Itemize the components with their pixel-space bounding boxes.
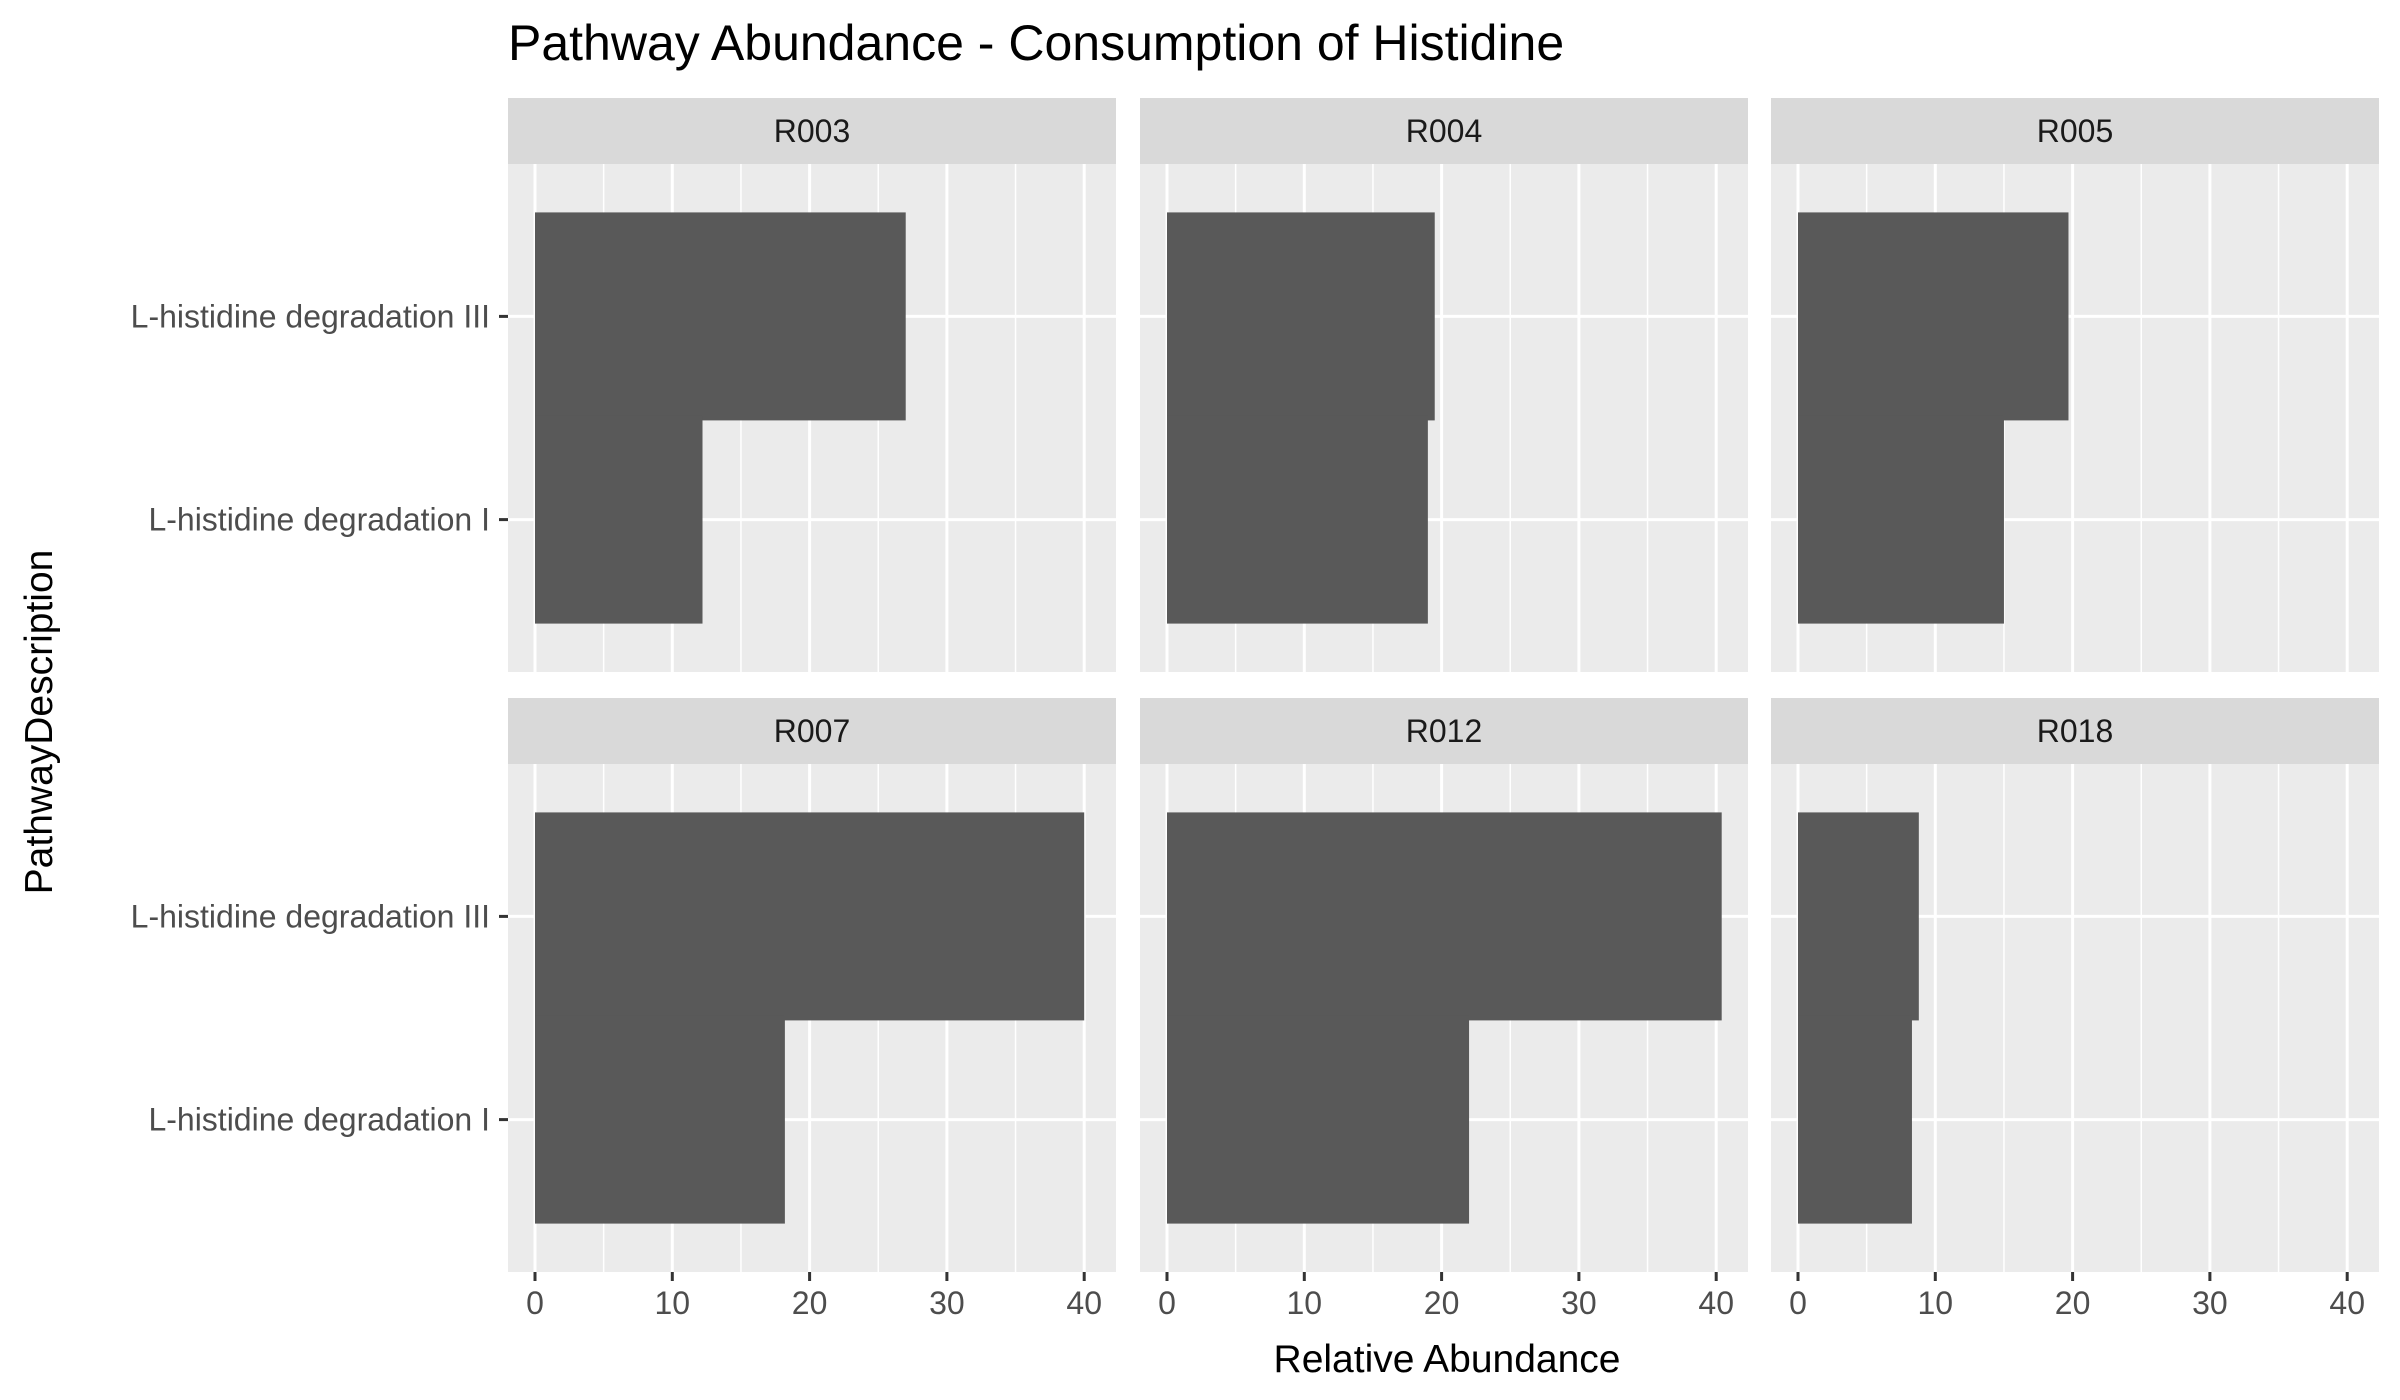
bar-r004-degradation-iii	[1167, 212, 1435, 421]
x-tick-label: 20	[1424, 1285, 1460, 1321]
bar-r003-degradation-i	[535, 415, 703, 624]
x-tick-label: 10	[655, 1285, 691, 1321]
y-tick-label: L-histidine degradation I	[148, 502, 490, 538]
facet-label-r012: R012	[1406, 713, 1483, 749]
y-tick-label: L-histidine degradation III	[131, 898, 490, 934]
facet-panels: R003 L-histidine degradation III L-histidi…	[131, 98, 2379, 1321]
x-tick-label: 0	[1789, 1285, 1807, 1321]
bar-r005-degradation-i	[1798, 415, 2004, 624]
facet-strip-r007	[508, 698, 1116, 764]
chart-title: Pathway Abundance - Consumption of Histi…	[508, 15, 1564, 71]
facet-label-r007: R007	[774, 713, 851, 749]
bar-r018-degradation-iii	[1798, 812, 1919, 1021]
x-axis-title: Relative Abundance	[1274, 1338, 1621, 1381]
y-axis-title: PathwayDescription	[18, 550, 61, 895]
facet-label-r018: R018	[2037, 713, 2114, 749]
bar-r012-degradation-i	[1167, 1015, 1470, 1224]
bar-r003-degradation-iii	[535, 212, 906, 421]
bar-r007-degradation-i	[535, 1015, 785, 1224]
x-tick-label: 20	[2055, 1285, 2091, 1321]
x-tick-label: 10	[1287, 1285, 1323, 1321]
y-tick-label: L-histidine degradation III	[131, 298, 490, 334]
x-tick-label: 30	[1561, 1285, 1597, 1321]
facet-strip-r012	[1140, 698, 1748, 764]
x-tick-label: 20	[792, 1285, 828, 1321]
x-tick-label: 30	[929, 1285, 965, 1321]
x-tick-label: 30	[2192, 1285, 2228, 1321]
facet-label-r004: R004	[1406, 113, 1483, 149]
bar-r012-degradation-iii	[1167, 812, 1722, 1021]
x-tick-label: 40	[1066, 1285, 1102, 1321]
y-tick-label: L-histidine degradation I	[148, 1102, 490, 1138]
facet-strip-r004	[1140, 98, 1748, 164]
x-tick-label: 40	[1698, 1285, 1734, 1321]
x-tick-label: 40	[2329, 1285, 2365, 1321]
bar-r007-degradation-iii	[535, 812, 1085, 1021]
x-tick-label: 0	[526, 1285, 544, 1321]
facet-strip-r003	[508, 98, 1116, 164]
facet-label-r003: R003	[774, 113, 851, 149]
facet-strip-r018	[1771, 698, 2379, 764]
bar-r018-degradation-i	[1798, 1015, 1912, 1224]
bar-r004-degradation-i	[1167, 415, 1428, 624]
facet-label-r005: R005	[2037, 113, 2114, 149]
bar-r005-degradation-iii	[1798, 212, 2069, 421]
x-tick-label: 10	[1918, 1285, 1954, 1321]
x-tick-label: 0	[1158, 1285, 1176, 1321]
facet-strip-r005	[1771, 98, 2379, 164]
